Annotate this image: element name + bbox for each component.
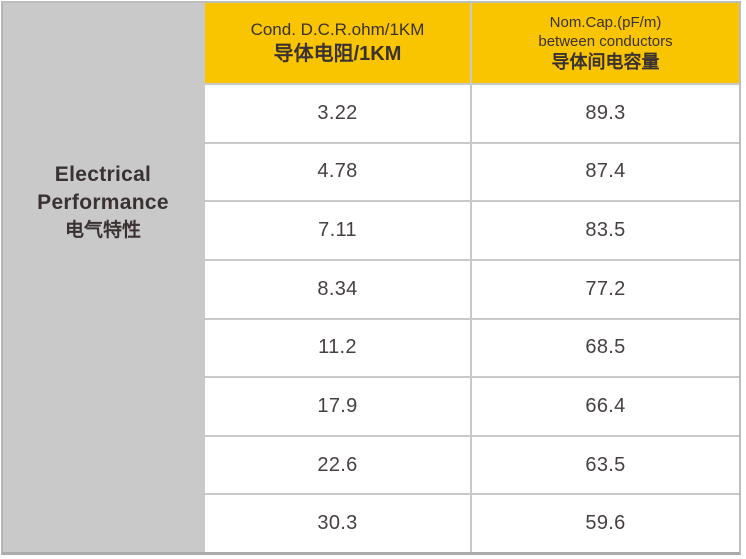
column-header-cap-zh: 导体间电容量	[551, 51, 660, 72]
column-header-dcr-en: Cond. D.C.R.ohm/1KM	[250, 20, 425, 39]
cell-cap-row5: 68.5	[472, 319, 739, 377]
cell-cap-row8: 59.6	[472, 495, 739, 552]
cell-dcr-row5: 11.2	[205, 319, 470, 377]
column-header-dcr-zh: 导体电阻/1KM	[273, 43, 402, 65]
column-header-nominal-capacitance: Nom.Cap.(pF/m) between conductors 导体间电容量	[472, 3, 739, 83]
row-group-title-zh: 电气特性	[64, 220, 141, 241]
cell-cap-row1: 89.3	[472, 85, 739, 142]
row-group-title-en-line1: Electrical	[54, 163, 152, 186]
row-group-header: Electrical Performance 电气特性	[3, 3, 203, 552]
cell-dcr-row1: 3.22	[205, 85, 470, 142]
row-group-title-en-line2: Performance	[37, 191, 169, 214]
cell-cap-row6: 66.4	[472, 378, 739, 435]
column-header-cap-en-line1: Nom.Cap.(pF/m)	[549, 13, 662, 31]
cell-dcr-row3: 7.11	[205, 202, 470, 259]
column-header-conductor-dcr: Cond. D.C.R.ohm/1KM 导体电阻/1KM	[205, 3, 470, 83]
cell-cap-row3: 83.5	[472, 202, 739, 259]
cell-dcr-row4: 8.34	[205, 260, 470, 318]
cell-cap-row4: 77.2	[472, 260, 739, 318]
cell-cap-row7: 63.5	[472, 436, 739, 494]
cell-dcr-row7: 22.6	[205, 436, 470, 494]
cell-dcr-row8: 30.3	[205, 495, 470, 552]
cell-dcr-row2: 4.78	[205, 143, 470, 201]
column-header-cap-en-line2: between conductors	[538, 32, 673, 50]
cell-cap-row2: 87.4	[472, 143, 739, 201]
cell-dcr-row6: 17.9	[205, 378, 470, 435]
